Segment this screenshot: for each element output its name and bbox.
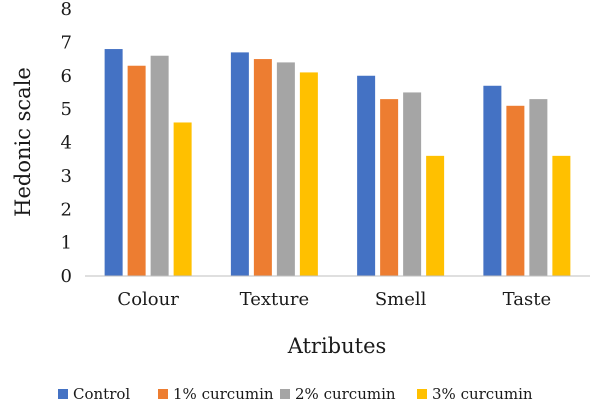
bar-colour-series-0 bbox=[104, 49, 123, 276]
bar-texture-series-1 bbox=[253, 59, 272, 276]
y-tick-label: 4 bbox=[61, 133, 72, 154]
bar-taste-series-2 bbox=[529, 99, 548, 276]
legend-label: Control bbox=[73, 385, 130, 403]
y-tick-label: 2 bbox=[61, 199, 72, 220]
y-axis-ticks: 0 1 2 3 4 5 6 7 8 bbox=[61, 0, 72, 287]
y-tick-label: 8 bbox=[61, 0, 72, 20]
legend-swatch bbox=[417, 389, 427, 399]
legend-label: 2% curcumin bbox=[295, 385, 396, 403]
bar-texture-series-0 bbox=[230, 52, 249, 277]
bar-texture-series-2 bbox=[276, 62, 295, 277]
x-axis-title: Atributes bbox=[287, 334, 387, 358]
y-tick-label: 3 bbox=[61, 166, 72, 187]
bars bbox=[104, 49, 571, 277]
x-category-label: Colour bbox=[117, 289, 179, 310]
legend-label: 3% curcumin bbox=[432, 385, 533, 403]
y-axis-title: Hedonic scale bbox=[11, 67, 35, 217]
bar-texture-series-3 bbox=[299, 72, 318, 276]
legend-swatch bbox=[280, 389, 290, 399]
x-category-label: Taste bbox=[503, 289, 551, 310]
bar-smell-series-3 bbox=[426, 155, 445, 276]
y-tick-label: 0 bbox=[61, 266, 72, 287]
bar-colour-series-2 bbox=[150, 55, 169, 276]
y-tick-label: 6 bbox=[61, 66, 72, 87]
bar-taste-series-1 bbox=[506, 105, 525, 276]
x-category-label: Smell bbox=[375, 289, 427, 310]
legend: Control 1% curcumin 2% curcumin 3% curcumin bbox=[58, 385, 533, 403]
y-tick-label: 5 bbox=[61, 99, 72, 120]
legend-label: 1% curcumin bbox=[173, 385, 274, 403]
y-tick-label: 7 bbox=[61, 32, 72, 53]
bar-smell-series-1 bbox=[380, 99, 399, 276]
x-category-label: Texture bbox=[240, 289, 310, 310]
bar-taste-series-0 bbox=[483, 85, 502, 276]
legend-swatch bbox=[58, 389, 68, 399]
bar-colour-series-1 bbox=[127, 65, 146, 276]
bar-colour-series-3 bbox=[173, 122, 192, 276]
bar-smell-series-2 bbox=[403, 92, 422, 276]
bar-taste-series-3 bbox=[552, 155, 571, 276]
y-tick-label: 1 bbox=[61, 233, 72, 254]
legend-swatch bbox=[158, 389, 168, 399]
x-axis-categories: Colour Texture Smell Taste bbox=[117, 289, 551, 310]
bar-smell-series-0 bbox=[357, 75, 376, 276]
